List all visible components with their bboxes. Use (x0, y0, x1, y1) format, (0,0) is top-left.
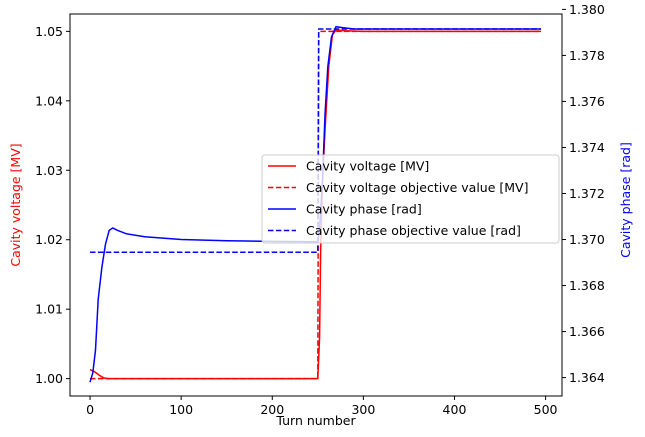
legend-label-2: Cavity voltage objective value [MV] (306, 180, 528, 195)
x-axis-label: Turn number (275, 413, 356, 428)
right-tick-label: 1.374 (569, 140, 605, 155)
left-axis-label: Cavity voltage [MV] (8, 143, 23, 266)
left-tick-label: 1.04 (35, 93, 63, 108)
right-tick-label: 1.376 (569, 94, 605, 109)
right-tick-label: 1.364 (569, 370, 605, 385)
x-tick-label: 200 (260, 402, 284, 417)
series-line-2 (90, 30, 541, 380)
x-tick-label: 100 (169, 402, 193, 417)
x-tick-label: 400 (443, 402, 467, 417)
left-axis-ticks: 1.00 1.01 1.02 1.03 1.04 1.05 (35, 24, 70, 386)
legend-label-1: Cavity voltage [MV] (306, 159, 429, 174)
series-line-4 (90, 28, 541, 253)
right-tick-label: 1.380 (569, 2, 605, 17)
right-tick-label: 1.368 (569, 278, 605, 293)
right-tick-label: 1.378 (569, 48, 605, 63)
left-tick-label: 1.00 (35, 371, 63, 386)
legend-label-4: Cavity phase objective value [rad] (306, 223, 521, 238)
left-tick-label: 1.05 (35, 24, 63, 39)
left-tick-label: 1.02 (35, 232, 63, 247)
x-axis-ticks: 0 100 200 300 400 500 (86, 396, 558, 417)
right-axis-ticks: 1.364 1.366 1.368 1.370 1.372 1.374 1.376 1.378… (562, 2, 605, 385)
series-line-3 (89, 25, 541, 383)
right-tick-label: 1.366 (569, 324, 605, 339)
legend-label-3: Cavity phase [rad] (306, 202, 422, 217)
x-tick-label: 300 (351, 402, 375, 417)
x-tick-label: 0 (86, 402, 94, 417)
plot-frame (69, 13, 563, 397)
left-tick-label: 1.03 (35, 163, 63, 178)
x-tick-label: 500 (534, 402, 558, 417)
left-tick-label: 1.01 (35, 302, 63, 317)
right-tick-label: 1.370 (569, 232, 605, 247)
right-tick-label: 1.372 (569, 186, 605, 201)
right-axis-label: Cavity phase [rad] (618, 142, 633, 258)
legend: Cavity voltage [MV] Cavity voltage object… (261, 154, 560, 244)
legend-box (261, 154, 560, 244)
series-layer (89, 25, 541, 383)
